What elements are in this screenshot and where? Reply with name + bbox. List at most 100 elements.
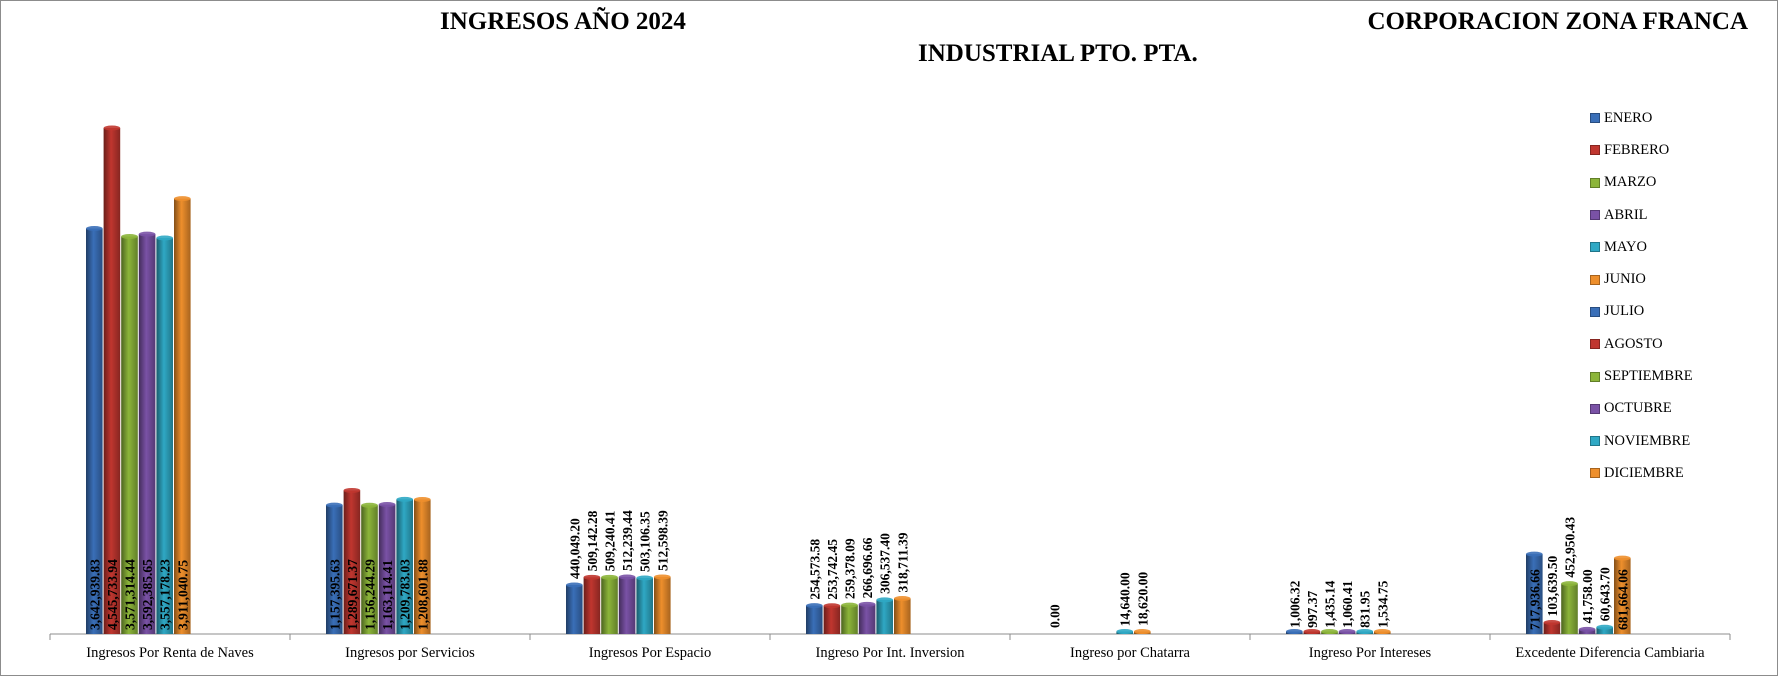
bar-febrero-2 xyxy=(583,577,601,634)
data-label: 254,573.58 xyxy=(807,539,822,600)
bar-top-abril-6 xyxy=(1578,626,1596,632)
bar-mayo-1 xyxy=(396,499,413,634)
bar-enero-1 xyxy=(326,505,343,634)
bar-febrero-0 xyxy=(103,128,121,634)
bar-top-marzo-6 xyxy=(1561,581,1578,587)
x-tick-label: Ingresos Por Espacio xyxy=(589,645,711,661)
bar-marzo-3 xyxy=(841,605,858,634)
legend-label: ABRIL xyxy=(1604,206,1648,223)
legend-item-agosto: AGOSTO xyxy=(1590,328,1693,360)
data-label: 18,620.00 xyxy=(1135,572,1150,626)
bar-top-mayo-2 xyxy=(636,575,653,581)
data-label: 831.95 xyxy=(1358,591,1373,628)
legend-item-septiembre: SEPTIEMBRE xyxy=(1590,360,1693,392)
data-label: 103,639.50 xyxy=(1545,555,1560,616)
legend-label: SEPTIEMBRE xyxy=(1604,368,1693,385)
data-label: 3,911,040.75 xyxy=(175,560,190,630)
x-tick-label: Excedente Diferencia Cambiaria xyxy=(1515,645,1705,661)
bar-top-mayo-6 xyxy=(1596,624,1613,630)
bar-top-marzo-2 xyxy=(601,574,618,580)
bar-top-junio-1 xyxy=(414,496,431,502)
data-label: 717,936.66 xyxy=(1527,569,1542,630)
bar-top-junio-0 xyxy=(174,196,191,202)
bar-top-abril-1 xyxy=(378,502,396,508)
bar-top-enero-2 xyxy=(566,582,583,588)
bar-junio-1 xyxy=(414,499,431,634)
bar-top-junio-4 xyxy=(1134,629,1151,634)
legend-label: JULIO xyxy=(1604,303,1645,320)
bar-top-marzo-5 xyxy=(1321,629,1338,634)
x-tick-label: Ingreso Por Intereses xyxy=(1309,645,1432,661)
legend-swatch xyxy=(1590,371,1600,382)
data-label: 253,742.45 xyxy=(825,539,840,600)
bar-enero-2 xyxy=(566,585,583,634)
bar-top-febrero-3 xyxy=(823,603,841,609)
bar-enero-3 xyxy=(806,605,823,634)
data-label: 452,950.43 xyxy=(1563,517,1578,578)
data-label: 512,598.39 xyxy=(655,510,670,571)
bar-top-enero-6 xyxy=(1526,551,1543,557)
legend-item-diciembre: DICIEMBRE xyxy=(1590,457,1693,489)
legend-item-enero: ENERO xyxy=(1590,102,1693,134)
data-label: 3,592,385.65 xyxy=(140,559,155,630)
data-label: 3,557,178.23 xyxy=(158,559,173,630)
legend-item-mayo: MAYO xyxy=(1590,231,1693,263)
bar-abril-2 xyxy=(618,576,636,634)
bar-mayo-2 xyxy=(636,577,653,634)
bar-top-junio-5 xyxy=(1374,629,1391,634)
bar-top-febrero-2 xyxy=(583,574,601,580)
legend-swatch xyxy=(1590,113,1600,124)
bar-marzo-1 xyxy=(361,505,378,634)
x-tick-label: Ingreso Por Int. Inversion xyxy=(815,645,965,661)
bar-top-enero-5 xyxy=(1286,629,1303,634)
bar-top-enero-0 xyxy=(86,225,103,231)
bar-junio-0 xyxy=(174,198,191,634)
legend-item-marzo: MARZO xyxy=(1590,167,1693,199)
legend-swatch xyxy=(1590,306,1600,317)
bar-junio-6 xyxy=(1614,558,1631,634)
bar-top-mayo-1 xyxy=(396,496,414,502)
bar-top-mayo-5 xyxy=(1356,629,1373,634)
data-label: 1,006.32 xyxy=(1287,580,1302,628)
x-tick-label: Ingreso por Chatarra xyxy=(1070,645,1191,661)
legend-swatch xyxy=(1590,177,1600,188)
bar-top-febrero-5 xyxy=(1303,629,1321,634)
legend-swatch xyxy=(1590,274,1600,285)
bar-abril-3 xyxy=(858,604,876,634)
chart-title-left: INGRESOS AÑO 2024 xyxy=(440,8,686,35)
bar-febrero-3 xyxy=(823,605,841,634)
bar-mayo-6 xyxy=(1596,627,1613,634)
chart-title-right: CORPORACION ZONA FRANCA xyxy=(1367,8,1748,35)
data-label: 3,642,939.83 xyxy=(87,559,102,630)
bar-mayo-0 xyxy=(156,238,173,635)
data-label: 1,534.75 xyxy=(1375,580,1390,628)
legend-swatch xyxy=(1590,210,1600,221)
data-label: 1,209,783.03 xyxy=(398,559,413,630)
bar-top-junio-6 xyxy=(1614,555,1631,561)
legend-swatch xyxy=(1590,403,1600,414)
legend-swatch xyxy=(1590,145,1600,156)
data-label: 41,758.00 xyxy=(1580,569,1595,623)
bar-abril-0 xyxy=(138,234,156,634)
data-label: 512,239.44 xyxy=(620,510,635,571)
legend-swatch xyxy=(1590,436,1600,447)
data-label: 0.00 xyxy=(1047,604,1062,628)
data-label: 509,240.41 xyxy=(603,510,618,571)
data-label: 14,640.00 xyxy=(1118,572,1133,626)
data-label: 1,157,395.63 xyxy=(327,559,342,630)
data-label: 997.37 xyxy=(1305,591,1320,628)
legend-label: FEBRERO xyxy=(1604,141,1670,158)
bar-top-mayo-0 xyxy=(156,235,173,241)
legend-swatch xyxy=(1590,339,1600,350)
data-label: 681,664.06 xyxy=(1615,569,1630,630)
bar-top-abril-5 xyxy=(1338,629,1356,634)
data-label: 60,643.70 xyxy=(1598,567,1613,621)
bar-top-abril-2 xyxy=(618,574,636,580)
data-label: 1,208,601.88 xyxy=(415,559,430,630)
data-label: 1,289,671.37 xyxy=(345,559,360,630)
bar-marzo-0 xyxy=(121,236,138,635)
bar-top-marzo-3 xyxy=(841,602,858,608)
legend-item-abril: ABRIL xyxy=(1590,199,1693,231)
